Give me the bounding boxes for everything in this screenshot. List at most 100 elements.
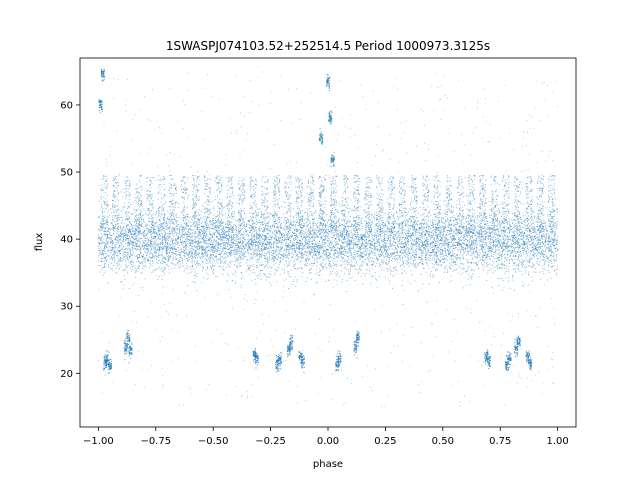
data-point xyxy=(294,276,296,278)
data-point xyxy=(180,240,182,242)
scatter-points xyxy=(97,69,559,408)
data-point xyxy=(164,268,166,271)
data-point xyxy=(407,258,410,260)
data-point xyxy=(550,265,552,267)
data-point xyxy=(238,212,240,214)
data-point xyxy=(241,219,244,221)
data-point xyxy=(108,247,110,249)
data-point xyxy=(110,242,112,244)
data-point xyxy=(417,238,419,240)
data-point xyxy=(186,268,188,270)
data-point xyxy=(127,219,129,221)
data-point xyxy=(460,259,462,261)
data-point xyxy=(360,268,362,270)
data-point xyxy=(517,238,519,240)
data-point xyxy=(323,229,325,231)
data-point xyxy=(152,208,154,210)
data-point xyxy=(178,258,180,260)
data-point xyxy=(382,230,384,232)
data-point xyxy=(163,249,165,251)
data-point xyxy=(295,245,297,247)
data-point xyxy=(135,240,138,242)
data-point xyxy=(482,247,484,249)
data-point xyxy=(320,238,322,241)
data-point xyxy=(335,275,337,277)
data-point xyxy=(348,234,350,236)
data-point xyxy=(258,257,261,259)
data-point xyxy=(471,243,473,245)
data-point xyxy=(104,257,106,259)
data-point xyxy=(508,259,510,261)
data-point xyxy=(223,257,225,259)
data-point xyxy=(517,232,519,234)
data-point xyxy=(554,237,556,239)
data-point xyxy=(125,265,128,267)
data-point xyxy=(277,247,279,249)
data-point xyxy=(421,221,423,223)
data-point xyxy=(420,257,423,259)
data-point xyxy=(358,268,360,270)
data-point xyxy=(356,224,358,226)
data-point xyxy=(370,263,373,265)
data-point xyxy=(102,251,104,253)
data-point xyxy=(551,232,553,234)
data-point xyxy=(463,222,465,224)
data-point xyxy=(312,235,314,237)
data-point xyxy=(313,249,315,251)
data-point xyxy=(429,238,431,240)
data-point xyxy=(336,266,338,268)
data-point xyxy=(240,287,243,289)
data-point xyxy=(339,253,341,255)
data-point xyxy=(235,270,237,272)
data-point xyxy=(211,201,213,203)
data-point xyxy=(424,238,426,240)
data-point xyxy=(550,246,552,248)
data-point xyxy=(396,249,399,251)
data-point xyxy=(471,258,473,261)
data-point xyxy=(541,223,544,225)
data-point xyxy=(132,260,134,262)
data-point xyxy=(354,280,356,282)
data-point xyxy=(387,227,389,229)
data-point xyxy=(331,273,333,275)
data-point xyxy=(428,228,430,231)
data-point xyxy=(125,235,127,237)
data-point xyxy=(411,274,413,276)
data-point xyxy=(486,261,488,263)
data-point xyxy=(383,250,386,252)
data-point xyxy=(472,234,474,236)
data-point xyxy=(281,206,283,208)
data-point xyxy=(335,231,337,233)
data-point xyxy=(372,222,374,224)
data-point xyxy=(518,264,520,266)
data-point xyxy=(452,248,454,250)
data-point xyxy=(203,216,205,218)
data-point xyxy=(454,255,456,257)
data-point xyxy=(382,232,384,234)
data-point xyxy=(397,235,399,237)
data-point xyxy=(493,250,495,252)
data-point xyxy=(315,211,317,213)
data-point xyxy=(504,242,506,244)
data-point xyxy=(193,256,195,258)
data-point xyxy=(126,248,128,250)
data-point xyxy=(509,236,511,238)
data-point xyxy=(313,229,316,231)
data-point xyxy=(544,237,546,239)
data-point xyxy=(438,221,440,223)
data-point xyxy=(423,263,425,265)
data-point xyxy=(538,240,540,242)
data-point xyxy=(460,273,462,275)
data-point xyxy=(342,231,344,233)
data-point xyxy=(321,246,323,248)
data-point xyxy=(222,233,224,235)
data-point xyxy=(142,231,144,233)
data-point xyxy=(522,243,524,245)
data-point xyxy=(115,251,118,253)
data-point xyxy=(284,230,286,232)
data-point xyxy=(415,253,417,255)
data-point xyxy=(363,234,365,236)
data-point xyxy=(392,221,394,223)
data-point xyxy=(363,210,365,212)
data-point xyxy=(177,253,179,255)
